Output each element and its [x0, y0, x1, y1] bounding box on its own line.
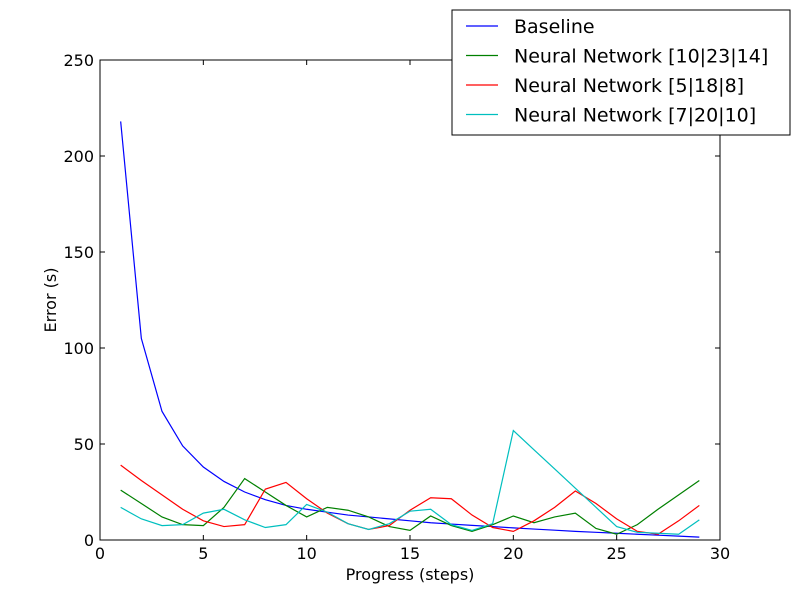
x-tick-label: 10	[296, 544, 316, 563]
series-line-1	[120, 477, 700, 535]
series-line-0	[120, 121, 700, 538]
series-line-2	[120, 464, 700, 535]
x-tick-label: 5	[198, 544, 208, 563]
legend-label-0: Baseline	[514, 16, 595, 38]
y-tick-label: 250	[63, 51, 94, 70]
legend: Baseline Neural Network [10|23|14] Neural …	[451, 9, 791, 136]
legend-frame	[451, 9, 791, 136]
series-layer	[120, 121, 700, 538]
x-tick-label: 20	[503, 544, 523, 563]
ticks-layer: 0 5 10 15 20 25 30 0 50 100 150 200 250	[63, 51, 730, 563]
legend-label-1: Neural Network [10|23|14]	[514, 46, 768, 68]
x-tick-label: 25	[606, 544, 626, 563]
legend-label-3: Neural Network [7|20|10]	[514, 105, 756, 127]
y-tick-label: 150	[63, 243, 94, 262]
legend-label-2: Neural Network [5|18|8]	[514, 75, 744, 97]
x-axis-label: Progress (steps)	[346, 565, 475, 584]
y-tick-label: 50	[74, 435, 94, 454]
x-tick-label: 30	[710, 544, 730, 563]
x-tick-label: 15	[400, 544, 420, 563]
y-axis-label: Error (s)	[41, 268, 60, 333]
series-line-3	[120, 429, 700, 535]
x-tick-label: 0	[95, 544, 105, 563]
y-tick-label: 0	[84, 531, 94, 550]
y-tick-label: 100	[63, 339, 94, 358]
y-tick-label: 200	[63, 147, 94, 166]
